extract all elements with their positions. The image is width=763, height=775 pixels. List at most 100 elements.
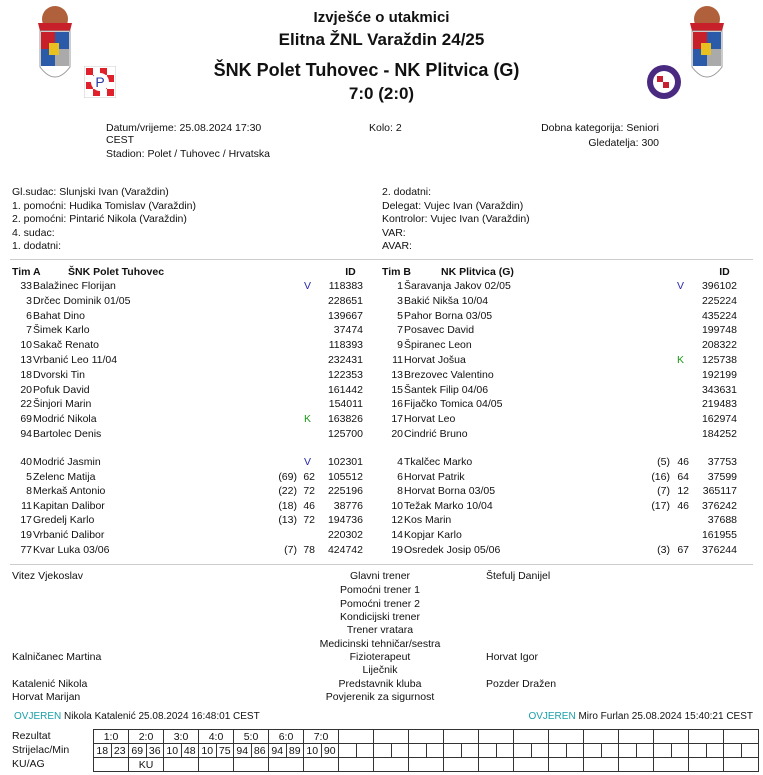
sub-minute: 46 [677,456,689,468]
home-staff-name: Vitez Vjekoslav [12,570,84,582]
player-id: 37753 [707,456,737,468]
player-number: 6 [397,470,403,483]
player-id: 162974 [701,413,737,426]
official-right: VAR: [382,226,406,239]
staff-role: Fizioterapeut [349,651,411,663]
score-cell [618,729,654,744]
scorer-minute-cell: 10 [198,743,217,758]
ku-ag-cell [408,757,444,772]
player-id: 343631 [701,383,737,396]
sub-minute: 46 [303,499,315,512]
player-id: 208322 [701,339,737,352]
verification-text: Nikola Katalenić 25.08.2024 16:48:01 CES… [64,711,260,722]
player-name: Modrić Jasmin [33,456,101,468]
goalkeeper-marker: V [677,280,685,292]
player-name: Dvorski Tin [33,368,85,381]
official-right: Delegat: Vujec Ivan (Varaždin) [382,199,524,212]
player-id: 365117 [702,485,737,498]
match-score: 7:0 (2:0) [348,84,415,103]
ku-ag-cell [723,757,759,772]
player-number: 13 [391,368,403,381]
league-name: Elitna ŽNL Varaždin 24/25 [278,30,485,49]
scorer-minute-cell [530,743,549,758]
match-title: ŠNK Polet Tuhovec - NK Plitvica (G) [213,60,520,80]
player-id: 192199 [701,368,737,381]
player-id: 118383 [328,280,363,292]
team-label: Tim B [382,266,411,278]
match-datetime: Datum/vrijeme: 25.08.2024 17:30 [106,122,262,134]
county-crest-left-icon [36,5,74,90]
player-id: 38776 [333,499,363,512]
player-number: 94 [20,428,32,440]
ku-ag-cell [688,757,724,772]
player-id: 161442 [327,383,363,396]
player-number: 10 [391,499,403,512]
player-name: Bahat Dino [33,309,85,322]
player-number: 17 [391,413,403,426]
home-verification: OVJEREN Nikola Katalenić 25.08.2024 16:4… [14,711,260,722]
svg-text:P: P [95,74,104,90]
player-name: Špiranec Leon [404,339,472,352]
player-name: Gredelj Karlo [33,514,95,527]
player-id: 435224 [701,309,737,322]
player-number: 19 [20,529,32,541]
player-number: 20 [391,428,403,440]
player-number: 4 [397,456,403,468]
ku-ag-cell [653,757,689,772]
scorer-minute-cell [408,743,427,758]
player-name: Vrbanić Leo 11/04 [33,354,118,366]
player-id: 376244 [701,543,737,556]
player-number: 11 [21,499,32,512]
result-label: Rezultat [12,730,51,742]
scorer-minute-cell [705,743,724,758]
ku-ag-cell [198,757,234,772]
player-number: 19 [391,543,403,556]
player-id: 199748 [701,324,737,337]
away-club-logo-icon [646,64,682,103]
player-id: 220302 [327,529,363,541]
ku-ag-cell [163,757,199,772]
player-number: 8 [26,485,32,498]
player-number: 9 [397,339,403,352]
scorer-minute-cell [425,743,444,758]
score-cell [338,729,374,744]
player-name: Merkaš Antonio [33,485,106,498]
player-id: 154011 [328,398,363,411]
player-name: Fijačko Tomica 04/05 [404,398,503,411]
score-cell: 1:0 [93,729,129,744]
score-cell [583,729,619,744]
player-id: 194736 [327,514,363,527]
player-number: 18 [20,368,32,381]
team-label: Tim A [12,266,41,278]
scorer-label: Strijelac/Min [12,744,70,756]
player-id: 376242 [701,499,737,512]
home-staff-name: Kalničanec Martina [12,651,102,663]
player-id: 161955 [701,529,737,541]
player-id: 396102 [701,280,737,292]
player-number: 33 [20,280,32,292]
captain-marker: K [304,413,312,426]
age-category: Dobna kategorija: Seniori [541,122,659,134]
player-number: 5 [26,470,32,483]
player-name: Pahor Borna 03/05 [404,309,493,322]
replaced-player: (17) [651,499,670,512]
official-right: AVAR: [382,240,412,252]
player-number: 1 [397,280,403,292]
staff-role: Trener vratara [346,624,414,636]
player-name: Horvat Jošua [404,354,466,366]
score-cell: 5:0 [233,729,269,744]
ku-ag-cell [618,757,654,772]
player-id: 228651 [327,294,363,307]
scorer-minute-cell [723,743,742,758]
away-staff-name: Pozder Dražen [486,678,557,690]
player-name: Cindrić Bruno [404,428,468,440]
id-header: ID [719,266,730,278]
player-id: 139667 [327,309,363,322]
player-name: Kvar Luka 03/06 [33,543,110,556]
score-cell: 2:0 [128,729,164,744]
ku-ag-cell [338,757,374,772]
verification-text: Miro Furlan 25.08.2024 15:40:21 CEST [578,711,753,722]
scorer-minute-cell: 10 [303,743,322,758]
ku-ag-cell [548,757,584,772]
away-staff-name: Horvat Igor [486,651,538,663]
